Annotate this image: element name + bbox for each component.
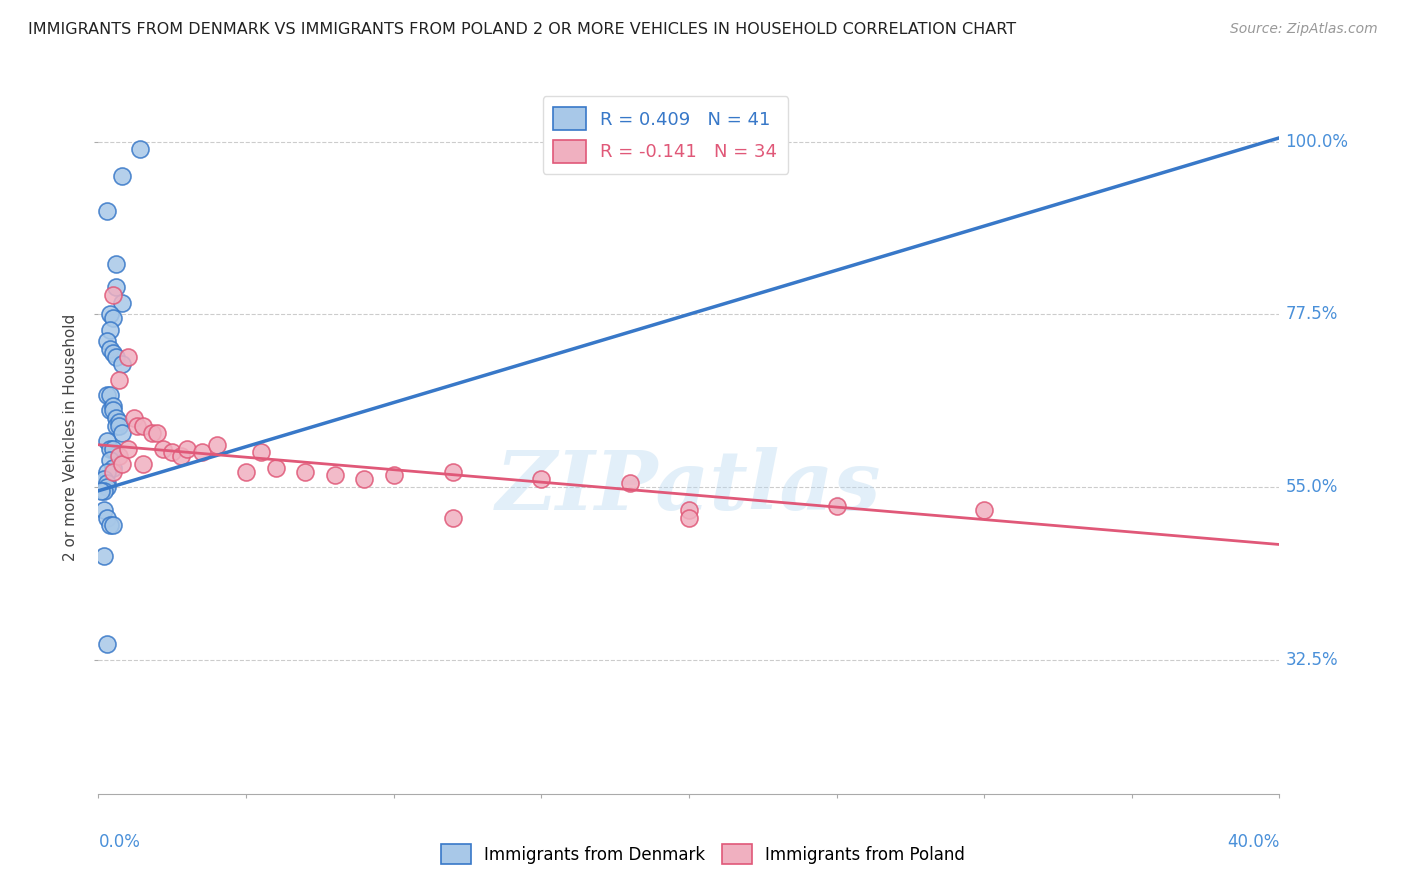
- Point: [98, 442, 121, 456]
- Text: 100.0%: 100.0%: [1285, 133, 1348, 151]
- Point: [98, 307, 121, 321]
- Point: [96, 480, 118, 494]
- Point: [825, 499, 848, 513]
- Y-axis label: 2 or more Vehicles in Household: 2 or more Vehicles in Household: [63, 313, 79, 561]
- Text: 55.0%: 55.0%: [1285, 478, 1337, 496]
- Point: [973, 503, 995, 517]
- Point: [441, 510, 464, 524]
- Text: 32.5%: 32.5%: [1285, 650, 1339, 669]
- Point: [111, 457, 134, 471]
- Point: [105, 410, 128, 425]
- Point: [132, 418, 155, 433]
- Point: [108, 418, 131, 433]
- Point: [111, 169, 134, 184]
- Point: [96, 388, 118, 402]
- Text: Source: ZipAtlas.com: Source: ZipAtlas.com: [1230, 22, 1378, 37]
- Point: [125, 418, 148, 433]
- Point: [105, 257, 128, 271]
- Point: [98, 453, 121, 467]
- Point: [678, 503, 700, 517]
- Point: [128, 142, 150, 156]
- Point: [111, 426, 134, 441]
- Point: [152, 442, 174, 456]
- Point: [90, 483, 112, 498]
- Point: [678, 510, 700, 524]
- Point: [103, 311, 125, 326]
- Legend: Immigrants from Denmark, Immigrants from Poland: Immigrants from Denmark, Immigrants from…: [434, 838, 972, 871]
- Text: 0.0%: 0.0%: [98, 833, 141, 851]
- Point: [103, 288, 125, 302]
- Point: [103, 345, 125, 359]
- Point: [93, 503, 115, 517]
- Point: [93, 549, 115, 563]
- Point: [122, 410, 145, 425]
- Point: [105, 280, 128, 294]
- Text: 40.0%: 40.0%: [1227, 833, 1279, 851]
- Point: [111, 295, 134, 310]
- Point: [98, 518, 121, 533]
- Point: [108, 450, 131, 464]
- Point: [96, 465, 118, 479]
- Point: [146, 426, 169, 441]
- Point: [108, 415, 131, 429]
- Point: [103, 465, 125, 479]
- Point: [96, 510, 118, 524]
- Point: [205, 438, 228, 452]
- Point: [93, 483, 115, 498]
- Point: [162, 445, 183, 459]
- Point: [96, 434, 118, 448]
- Point: [294, 465, 316, 479]
- Point: [117, 442, 139, 456]
- Text: ZIPatlas: ZIPatlas: [496, 447, 882, 527]
- Point: [96, 476, 118, 491]
- Point: [98, 403, 121, 417]
- Point: [323, 468, 346, 483]
- Point: [103, 442, 125, 456]
- Point: [103, 518, 125, 533]
- Point: [111, 357, 134, 371]
- Point: [105, 418, 128, 433]
- Legend: R = 0.409   N = 41, R = -0.141   N = 34: R = 0.409 N = 41, R = -0.141 N = 34: [543, 96, 789, 174]
- Point: [132, 457, 155, 471]
- Point: [93, 472, 115, 486]
- Text: 77.5%: 77.5%: [1285, 305, 1337, 323]
- Point: [176, 442, 198, 456]
- Point: [170, 450, 193, 464]
- Point: [98, 342, 121, 356]
- Point: [103, 400, 125, 414]
- Text: IMMIGRANTS FROM DENMARK VS IMMIGRANTS FROM POLAND 2 OR MORE VEHICLES IN HOUSEHOL: IMMIGRANTS FROM DENMARK VS IMMIGRANTS FR…: [28, 22, 1017, 37]
- Point: [98, 388, 121, 402]
- Point: [103, 460, 125, 475]
- Point: [191, 445, 214, 459]
- Point: [96, 637, 118, 651]
- Point: [441, 465, 464, 479]
- Point: [96, 334, 118, 348]
- Point: [108, 372, 131, 386]
- Point: [141, 426, 163, 441]
- Point: [619, 476, 641, 491]
- Point: [96, 203, 118, 218]
- Point: [250, 445, 273, 459]
- Point: [264, 460, 287, 475]
- Point: [117, 350, 139, 364]
- Point: [98, 323, 121, 337]
- Point: [105, 350, 128, 364]
- Point: [103, 403, 125, 417]
- Point: [382, 468, 405, 483]
- Point: [235, 465, 257, 479]
- Point: [530, 472, 553, 486]
- Point: [353, 472, 375, 486]
